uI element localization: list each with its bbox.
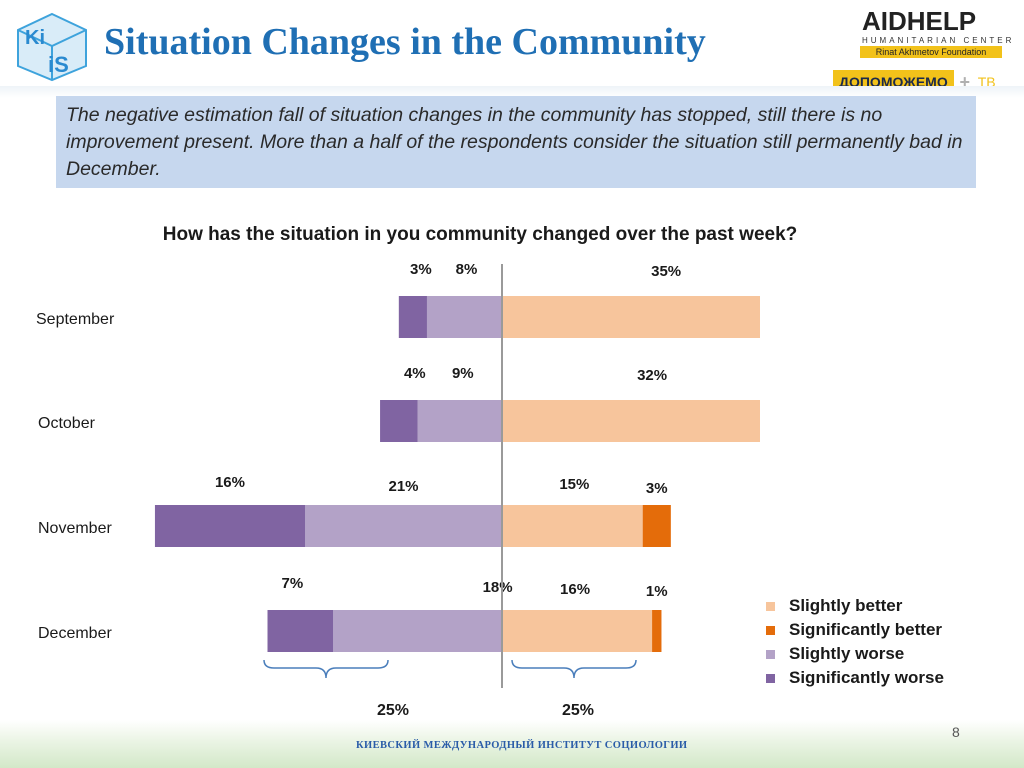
chart-title: How has the situation in you community c… xyxy=(162,224,798,245)
legend-swatch xyxy=(766,673,775,683)
category-label: September xyxy=(36,311,115,328)
bar-slightly-better xyxy=(502,296,760,338)
legend-item: Significantly better xyxy=(766,618,944,642)
data-label: 4% xyxy=(404,365,426,382)
legend-label: Significantly worse xyxy=(789,668,944,687)
aidhelp-name: AIDHELP xyxy=(862,6,977,36)
header-divider xyxy=(0,86,1024,98)
legend-swatch xyxy=(766,649,775,659)
legend-item: Slightly worse xyxy=(766,642,944,666)
data-label: 3% xyxy=(410,261,432,278)
data-label: 16% xyxy=(560,581,590,598)
bar-slightly-better xyxy=(502,610,653,652)
bar-significantly-worse xyxy=(398,296,427,338)
legend-label: Slightly worse xyxy=(789,644,905,663)
december-better-total: 25% xyxy=(562,702,595,719)
aidhelp-logo: AIDHELP HUMANITARIAN CENTER Rinat Akhmet… xyxy=(858,6,1011,58)
bar-significantly-worse xyxy=(154,505,306,547)
bar-slightly-worse xyxy=(417,400,502,442)
kiis-logo: Ki iS xyxy=(17,12,87,82)
data-label: 15% xyxy=(559,476,589,493)
legend-item: Significantly worse xyxy=(766,666,944,690)
legend-swatch xyxy=(766,625,775,635)
chart-legend: Slightly better Significantly better Sli… xyxy=(766,594,944,690)
bar-slightly-better xyxy=(502,400,760,442)
data-label: 35% xyxy=(651,263,681,280)
category-label: October xyxy=(38,415,96,432)
category-label: November xyxy=(38,520,112,537)
legend-label: Slightly better xyxy=(789,596,903,615)
december-worse-total: 25% xyxy=(377,702,410,719)
data-label: 7% xyxy=(281,575,303,592)
svg-text:Ki: Ki xyxy=(25,27,45,49)
svg-text:iS: iS xyxy=(48,52,69,77)
legend-swatch xyxy=(766,601,775,611)
bar-slightly-worse xyxy=(305,505,502,547)
bar-slightly-worse xyxy=(333,610,502,652)
category-label: December xyxy=(38,625,112,642)
bar-slightly-better xyxy=(502,505,643,547)
data-label: 21% xyxy=(388,478,418,495)
aidhelp-foundation: Rinat Akhmetov Foundation xyxy=(860,46,1002,58)
aidhelp-subtitle: HUMANITARIAN CENTER xyxy=(862,36,1015,45)
institute-name: КИЕВСКИЙ МЕЖДУНАРОДНЫЙ ИНСТИТУТ СОЦИОЛОГ… xyxy=(356,740,688,751)
brace-worse xyxy=(263,659,389,679)
page-number: 8 xyxy=(952,724,960,740)
data-label: 18% xyxy=(483,579,513,596)
legend-label: Significantly better xyxy=(789,620,943,639)
brace-better xyxy=(511,659,637,679)
summary-box: The negative estimation fall of situatio… xyxy=(56,96,976,188)
bar-significantly-better xyxy=(652,610,662,652)
data-label: 3% xyxy=(646,480,668,497)
footer-band xyxy=(0,720,1024,768)
data-label: 16% xyxy=(215,474,245,491)
diverging-bar-chart: September3%8%35%3%October4%9%32%3%Novemb… xyxy=(36,261,760,688)
data-label: 1% xyxy=(646,583,668,600)
data-label: 32% xyxy=(637,367,667,384)
page-title: Situation Changes in the Community xyxy=(104,21,706,63)
data-label: 9% xyxy=(452,365,474,382)
data-label: 8% xyxy=(456,261,478,278)
bar-slightly-worse xyxy=(426,296,502,338)
legend-item: Slightly better xyxy=(766,594,944,618)
bar-significantly-worse xyxy=(267,610,334,652)
bar-significantly-worse xyxy=(380,400,418,442)
bar-significantly-better xyxy=(642,505,671,547)
